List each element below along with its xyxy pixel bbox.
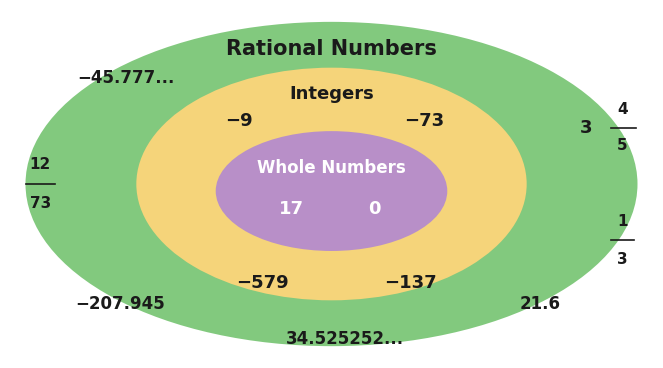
Text: −73: −73	[404, 112, 444, 130]
Text: 17: 17	[279, 200, 304, 218]
Text: −579: −579	[236, 274, 288, 292]
Text: 73: 73	[30, 196, 51, 211]
Text: 1: 1	[617, 213, 628, 229]
Text: 34.525252...: 34.525252...	[286, 330, 404, 348]
Text: −45.777...: −45.777...	[78, 69, 175, 87]
Ellipse shape	[25, 22, 638, 346]
Text: 21.6: 21.6	[519, 295, 560, 313]
Text: 3: 3	[580, 118, 593, 137]
Text: Rational Numbers: Rational Numbers	[226, 39, 437, 60]
Ellipse shape	[215, 131, 448, 251]
Text: −9: −9	[225, 112, 253, 130]
Text: −137: −137	[385, 274, 437, 292]
Text: 4: 4	[617, 102, 628, 117]
Ellipse shape	[137, 68, 526, 300]
Text: 0: 0	[368, 200, 381, 218]
Text: Whole Numbers: Whole Numbers	[257, 159, 406, 177]
Text: 3: 3	[617, 252, 628, 267]
Text: −207.945: −207.945	[75, 295, 164, 313]
Text: 5: 5	[617, 138, 628, 153]
Text: Integers: Integers	[289, 85, 374, 103]
Text: 12: 12	[30, 157, 51, 172]
